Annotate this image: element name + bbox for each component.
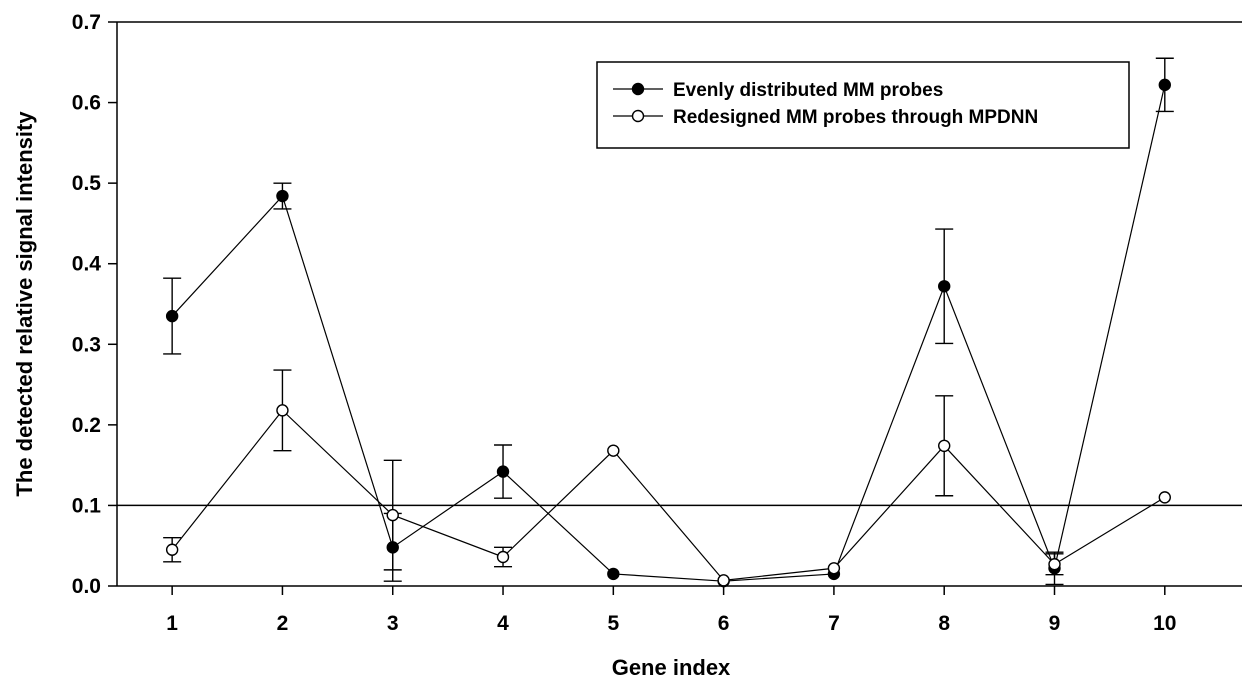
y-tick-label: 0.5 [72,172,102,195]
x-tick-label: 3 [387,612,399,635]
x-tick-label: 4 [497,612,509,635]
data-point [1048,558,1061,571]
data-point [165,309,179,323]
y-tick-label: 0.4 [72,253,102,276]
legend-label: Evenly distributed MM probes [673,80,943,101]
x-tick-label: 10 [1153,612,1176,635]
data-point [607,567,620,581]
legend-label: Redesigned MM probes through MPDNN [673,107,1038,128]
plot-area [163,57,1174,588]
data-point [1158,78,1171,92]
x-tick-label: 9 [1049,612,1061,635]
series-line [171,84,1166,582]
legend-marker [631,82,645,96]
legend-marker [631,109,645,123]
data-point [827,562,841,575]
data-point [276,404,289,417]
x-axis-title: Gene index [612,655,731,680]
data-point [1158,491,1171,504]
y-tick-label: 0.0 [72,575,101,598]
data-point [165,543,179,556]
series-line [171,409,1166,581]
axes: 0.0 0.1 0.2 0.3 0.4 0.5 0.6 0.7 1 2 3 4 5 6 7 8 9 10 [72,11,1242,635]
series-2 [163,369,1171,587]
data-point [386,508,399,522]
y-tick-label: 0.1 [72,494,102,517]
data-point [276,189,289,203]
data-point [938,280,951,293]
y-tick-label: 0.6 [72,92,101,115]
x-tick-label: 1 [166,612,178,635]
x-tick-label: 7 [828,612,840,635]
y-axis-title: The detected relative signal intensity [12,111,37,497]
y-tick-label: 0.3 [72,333,101,356]
data-point [938,439,951,453]
data-point [496,465,510,478]
y-tick-label: 0.7 [72,11,101,34]
x-tick-label: 5 [607,612,619,635]
legend-box [596,61,1130,149]
x-tick-label: 8 [938,612,950,635]
y-tick-label: 0.2 [72,414,101,437]
x-tick-label: 2 [277,612,289,635]
data-point [496,550,510,564]
data-point [717,574,730,587]
x-tick-label: 6 [718,612,730,635]
data-point [607,444,620,457]
legend: Evenly distributed MM probes Redesigned M… [596,61,1130,149]
